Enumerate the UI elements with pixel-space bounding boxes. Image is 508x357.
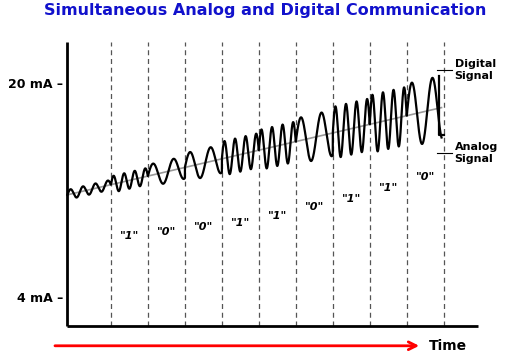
Text: "1": "1" [268, 211, 287, 221]
Text: "0": "0" [305, 202, 324, 212]
Text: "1": "1" [120, 231, 139, 241]
Text: Time: Time [428, 339, 466, 353]
Text: "0": "0" [416, 172, 435, 182]
Text: Digital
Signal: Digital Signal [455, 59, 496, 81]
Text: "1": "1" [378, 183, 398, 193]
Text: Analog
Signal: Analog Signal [455, 142, 498, 164]
Text: "0": "0" [194, 222, 213, 232]
Text: 20 mA –: 20 mA – [8, 77, 63, 91]
Text: "1": "1" [342, 194, 361, 204]
Text: 4 mA –: 4 mA – [17, 292, 63, 305]
Text: "1": "1" [231, 217, 250, 227]
Title: Simultaneous Analog and Digital Communication: Simultaneous Analog and Digital Communic… [44, 3, 487, 18]
Text: "0": "0" [157, 227, 176, 237]
